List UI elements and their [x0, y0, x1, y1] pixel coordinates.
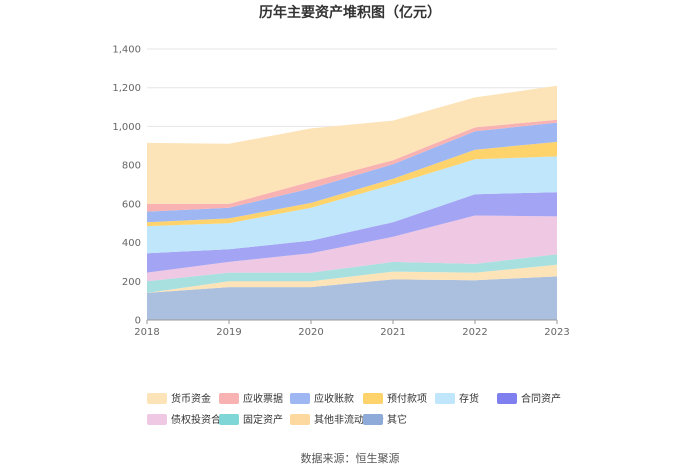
y-tick-label: 1,400 — [112, 45, 141, 56]
legend-swatch — [147, 393, 167, 404]
y-tick-label: 800 — [122, 161, 141, 172]
legend-item[interactable]: 预付款项 — [363, 392, 427, 405]
legend-swatch — [219, 393, 239, 404]
legend-swatch — [290, 414, 310, 425]
data-source: 数据来源：恒生聚源 — [301, 451, 400, 465]
legend-swatch — [363, 414, 383, 425]
legend-item[interactable]: 应收票据 — [219, 392, 283, 405]
legend-item[interactable]: 其它 — [363, 413, 407, 426]
area-固定资产 — [147, 254, 557, 293]
legend-item[interactable]: 应收账款 — [290, 392, 354, 405]
legend-label: 债权投资合计 — [171, 413, 231, 426]
area-货币资金 — [147, 85, 557, 204]
legend-item[interactable]: 固定资产 — [219, 413, 283, 426]
y-tick-label: 1,200 — [112, 83, 141, 94]
area-其它 — [147, 276, 557, 320]
x-tick-label: 2022 — [462, 327, 487, 338]
axes: 0 200 400 600 800 1,000 1,200 1,400 2018 2019 2020… — [112, 45, 569, 339]
legend-item[interactable]: 货币资金 — [147, 392, 211, 405]
legend-item[interactable]: 存货 — [435, 392, 479, 405]
legend-item[interactable]: 债权投资合计 — [147, 413, 231, 426]
legend-swatch — [219, 414, 239, 425]
x-tick-label: 2023 — [544, 327, 569, 338]
legend-label: 应收账款 — [314, 392, 354, 405]
legend-label: 其它 — [387, 413, 407, 426]
legend-swatch — [290, 393, 310, 404]
y-tick-label: 400 — [122, 238, 141, 249]
legend-swatch — [435, 393, 455, 404]
x-tick-label: 2018 — [134, 327, 159, 338]
area-合同资产 — [147, 192, 557, 273]
legend-swatch — [497, 393, 517, 404]
legend: 货币资金 应收票据 应收账款 预付款项 存货 合同资产债权投资合计 固定资产 其他非流动资产其… — [147, 392, 561, 426]
area-存货 — [147, 156, 557, 254]
legend-swatch — [147, 414, 167, 425]
x-tick-label: 2019 — [216, 327, 241, 338]
legend-label: 货币资金 — [171, 392, 211, 405]
x-tick-label: 2020 — [298, 327, 323, 338]
legend-label: 存货 — [459, 392, 479, 405]
x-tick-label: 2021 — [380, 327, 405, 338]
area-债权投资合计 — [147, 215, 557, 282]
legend-swatch — [363, 393, 383, 404]
area-预付款项 — [147, 141, 557, 227]
area-应收账款 — [147, 122, 557, 223]
area-其他非流动资产 — [147, 264, 557, 293]
y-tick-label: 200 — [122, 277, 141, 288]
legend-label: 固定资产 — [243, 413, 283, 426]
legend-label: 合同资产 — [521, 392, 561, 405]
legend-item[interactable]: 合同资产 — [497, 392, 561, 405]
y-tick-label: 0 — [135, 316, 141, 327]
y-tick-label: 1,000 — [112, 122, 141, 133]
legend-label: 预付款项 — [387, 392, 427, 405]
area-series — [147, 85, 557, 320]
chart-title: 历年主要资产堆积图（亿元） — [259, 4, 441, 21]
y-tick-label: 600 — [122, 199, 141, 210]
legend-label: 应收票据 — [243, 392, 283, 405]
